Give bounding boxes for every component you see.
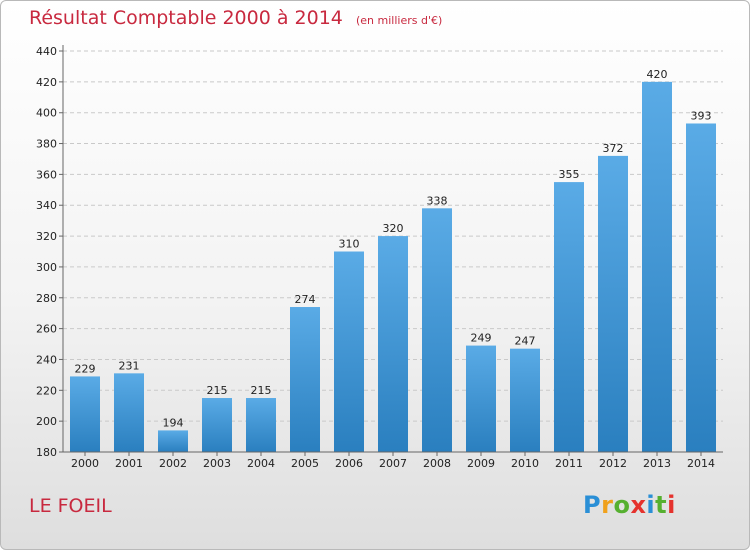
- y-tick-label: 360: [36, 168, 57, 181]
- y-tick-label: 280: [36, 292, 57, 305]
- chart-title-block: Résultat Comptable 2000 à 2014 (en milli…: [29, 7, 442, 29]
- data-label-2011: 355: [559, 168, 580, 181]
- x-tick-label-2006: 2006: [335, 457, 363, 470]
- logo-letter: x: [630, 491, 647, 519]
- logo-letter: i: [646, 491, 656, 519]
- x-tick-label-2009: 2009: [467, 457, 495, 470]
- logo-letter: t: [655, 491, 668, 519]
- data-label-2008: 338: [427, 194, 448, 207]
- y-tick-label: 420: [36, 76, 57, 89]
- x-tick-label-2011: 2011: [555, 457, 583, 470]
- x-tick-label-2005: 2005: [291, 457, 319, 470]
- data-label-2000: 229: [75, 362, 96, 375]
- y-tick-label: 300: [36, 261, 57, 274]
- y-tick-label: 180: [36, 446, 57, 459]
- data-label-2014: 393: [691, 109, 712, 122]
- y-tick-label: 440: [36, 45, 57, 58]
- data-label-2010: 247: [515, 335, 536, 348]
- y-tick-label: 220: [36, 384, 57, 397]
- y-tick-label: 380: [36, 138, 57, 151]
- bar-2010: [510, 348, 540, 452]
- bar-2012: [598, 155, 628, 452]
- y-tick-label: 340: [36, 199, 57, 212]
- data-label-2007: 320: [383, 222, 404, 235]
- logo-letter: r: [601, 491, 614, 519]
- x-tick-label-2002: 2002: [159, 457, 187, 470]
- logo-letter: P: [583, 491, 602, 519]
- data-label-2001: 231: [119, 359, 140, 372]
- bar-2002: [158, 430, 188, 452]
- bar-2013: [642, 81, 672, 452]
- data-label-2012: 372: [603, 142, 624, 155]
- data-label-2006: 310: [339, 238, 360, 251]
- bar-2014: [686, 123, 716, 452]
- bar-2007: [378, 236, 408, 452]
- bar-2011: [554, 182, 584, 452]
- bar-2008: [422, 208, 452, 452]
- bar-2000: [70, 376, 100, 452]
- y-tick-label: 200: [36, 415, 57, 428]
- data-label-2003: 215: [207, 384, 228, 397]
- data-label-2004: 215: [251, 384, 272, 397]
- chart-subtitle: (en milliers d'€): [355, 14, 443, 27]
- bar-2004: [246, 398, 276, 452]
- bar-2005: [290, 307, 320, 452]
- data-label-2009: 249: [471, 332, 492, 345]
- y-tick-label: 260: [36, 323, 57, 336]
- x-tick-label-2008: 2008: [423, 457, 451, 470]
- chart-title: Résultat Comptable 2000 à 2014: [29, 7, 343, 29]
- bar-2006: [334, 251, 364, 452]
- logo-letter: o: [613, 491, 631, 519]
- proxiti-logo: Proxiti: [583, 491, 676, 519]
- bar-2001: [114, 373, 144, 452]
- commune-name: LE FOEIL: [29, 495, 112, 517]
- data-label-2002: 194: [163, 416, 184, 429]
- logo-letter: i: [667, 491, 676, 519]
- y-tick-label: 320: [36, 230, 57, 243]
- y-tick-label: 400: [36, 107, 57, 120]
- x-tick-label-2013: 2013: [643, 457, 671, 470]
- data-label-2005: 274: [295, 293, 316, 306]
- x-tick-label-2003: 2003: [203, 457, 231, 470]
- bar-2003: [202, 398, 232, 452]
- x-tick-label-2012: 2012: [599, 457, 627, 470]
- x-tick-label-2014: 2014: [687, 457, 715, 470]
- x-tick-label-2004: 2004: [247, 457, 275, 470]
- data-label-2013: 420: [647, 68, 668, 81]
- x-tick-label-2010: 2010: [511, 457, 539, 470]
- bar-2009: [466, 345, 496, 452]
- x-tick-label-2000: 2000: [71, 457, 99, 470]
- x-tick-label-2007: 2007: [379, 457, 407, 470]
- x-tick-label-2001: 2001: [115, 457, 143, 470]
- y-tick-label: 240: [36, 353, 57, 366]
